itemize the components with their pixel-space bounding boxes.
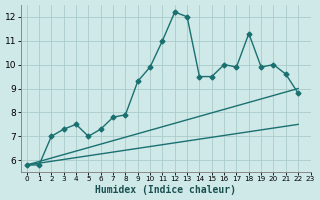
X-axis label: Humidex (Indice chaleur): Humidex (Indice chaleur) [95, 185, 236, 195]
